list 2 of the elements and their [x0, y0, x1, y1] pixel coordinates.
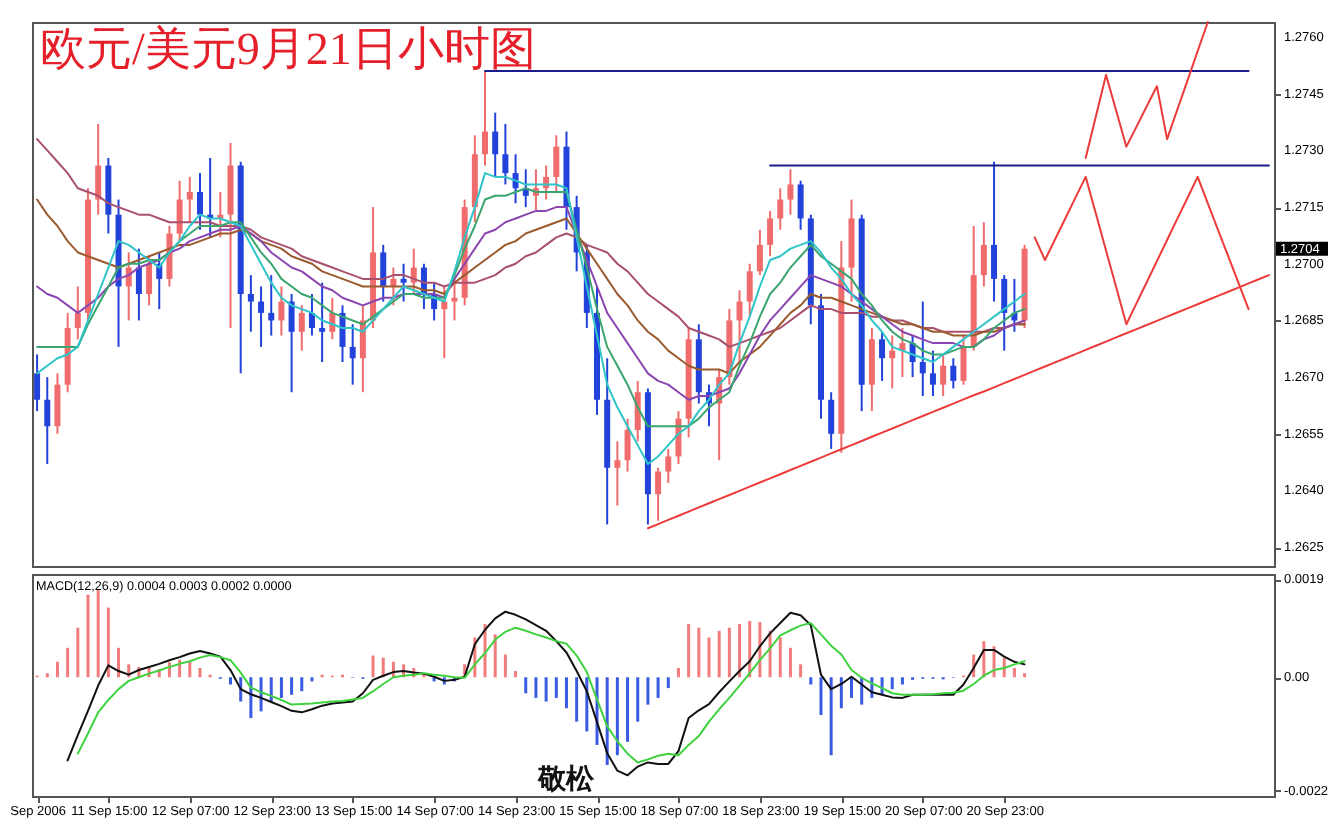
chart-title: 欧元/美元9月21日小时图 — [40, 24, 536, 74]
annotation: 敬松 — [536, 764, 597, 796]
